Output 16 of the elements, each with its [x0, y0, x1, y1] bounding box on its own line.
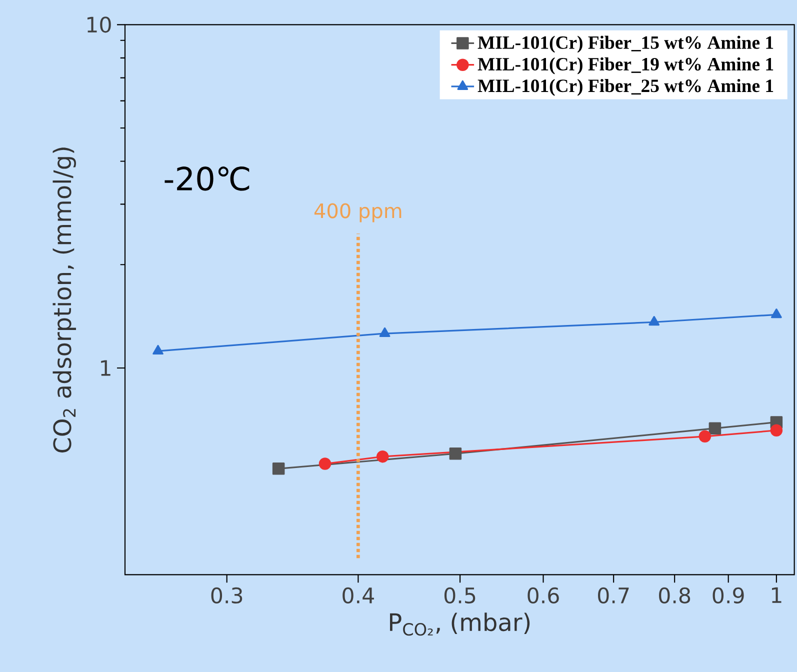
x-tick-label: 0.8 — [659, 587, 690, 604]
x-tick-label: 0.4 — [342, 587, 374, 604]
legend-label: MIL-101(Cr) Fiber_19 wt% Amine 1 — [478, 57, 774, 74]
x-tick-label: 0.3 — [211, 587, 242, 604]
annotation: -20℃ — [164, 166, 250, 191]
x-tick-label: 0.9 — [712, 587, 744, 604]
ref-line-label: 400 ppm — [314, 203, 402, 222]
x-tick-label: 0.7 — [598, 587, 629, 604]
y-axis-title: CO$_{2}$ adsorption, (mmol/g) — [52, 148, 76, 452]
x-axis-title: P$_{CO₂}$, (mbar) — [390, 612, 530, 636]
x-tick-label: 0.5 — [444, 587, 476, 604]
x-tick-label: 1 — [772, 587, 782, 603]
legend-label: MIL-101(Cr) Fiber_25 wt% Amine 1 — [478, 78, 774, 96]
y-tick-label: 10 — [87, 16, 111, 33]
x-tick-label: 0.6 — [528, 587, 559, 604]
legend-label: MIL-101(Cr) Fiber_15 wt% Amine 1 — [478, 36, 774, 53]
